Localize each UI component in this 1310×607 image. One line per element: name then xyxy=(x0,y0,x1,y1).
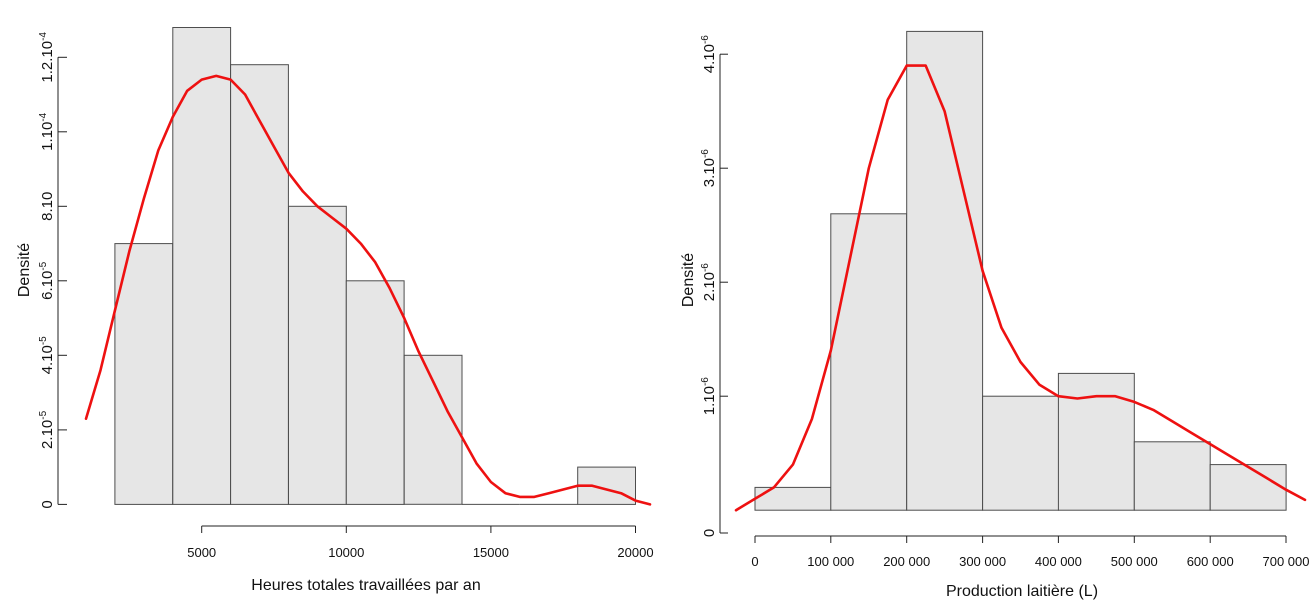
y-axis-title: Densité xyxy=(680,253,697,307)
y-tick-label: 0 xyxy=(39,500,56,508)
histogram-bar xyxy=(1057,372,1135,511)
histogram-bar xyxy=(288,205,347,505)
tick-label-exponent: -6 xyxy=(700,35,711,44)
histogram-bar xyxy=(1133,441,1211,511)
x-tick-label: 300 000 xyxy=(959,554,1006,569)
y-tick-label: 1.10-6 xyxy=(700,377,718,416)
histogram-bar xyxy=(982,395,1060,511)
y-tick-label: 8.10 xyxy=(39,192,56,221)
x-axis: 0 100 000 200 000 300 000 400 000 500 000 600 … xyxy=(751,535,1310,569)
x-tick-label: 700 000 xyxy=(1263,554,1310,569)
x-tick-label: 400 000 xyxy=(1035,554,1082,569)
tick-label-exponent: -5 xyxy=(38,261,49,270)
chart-hours-worked: 5000 10000 15000 20000 0 2.10-5 4.10-5 6.10-5 8… xyxy=(0,0,660,602)
y-tick-label: 4.10-5 xyxy=(38,336,56,375)
tick-label-exponent: -5 xyxy=(38,410,49,419)
tick-label-base: 1.10 xyxy=(701,386,718,415)
x-tick-label: 500 000 xyxy=(1111,554,1158,569)
tick-label-base: 1.10 xyxy=(39,122,56,151)
tick-label-base: 2.10 xyxy=(701,272,718,301)
x-tick-label: 5000 xyxy=(187,545,216,560)
histogram-bar xyxy=(114,243,174,505)
tick-label-exponent: -4 xyxy=(38,112,49,121)
tick-label-base: 4.10 xyxy=(39,345,56,374)
tick-label-base: 1.2.10 xyxy=(39,41,56,83)
x-tick-label: 600 000 xyxy=(1187,554,1234,569)
histogram-bar xyxy=(1209,464,1287,511)
y-tick-label: 4.10-6 xyxy=(700,35,718,74)
histogram-bar xyxy=(345,280,405,505)
density-curve xyxy=(84,74,652,506)
x-tick-label: 15000 xyxy=(473,545,509,560)
chart-milk-production-svg: 0 100 000 200 000 300 000 400 000 500 000 600 … xyxy=(680,30,1310,600)
chart-milk-production: 0 100 000 200 000 300 000 400 000 500 000 600 … xyxy=(662,0,1310,602)
tick-label-base: 6.10 xyxy=(39,271,56,300)
tick-label-base: 4.10 xyxy=(701,44,718,73)
x-axis-title: Production laitière (L) xyxy=(946,583,1098,600)
y-tick-label: 2.10-5 xyxy=(38,410,56,449)
histogram-bar xyxy=(403,354,463,505)
x-axis-title: Heures totales travaillées par an xyxy=(251,577,480,594)
x-tick-label: 200 000 xyxy=(883,554,930,569)
x-tick-label: 0 xyxy=(751,554,758,569)
x-tick-label: 20000 xyxy=(617,545,653,560)
tick-label-exponent: -6 xyxy=(700,263,711,272)
y-tick-label: 0 xyxy=(701,529,718,537)
histogram-bar xyxy=(906,30,984,511)
tick-label-exponent: -6 xyxy=(700,377,711,386)
tick-label-exponent: -5 xyxy=(38,336,49,345)
histogram-bars xyxy=(114,27,637,505)
y-axis: 01.10-62.10-63.10-64.10-6 xyxy=(700,35,728,537)
y-tick-label: 1.10-4 xyxy=(38,112,56,151)
x-tick-label: 10000 xyxy=(328,545,364,560)
tick-label-exponent: -6 xyxy=(700,149,711,158)
histogram-bars xyxy=(754,30,1287,511)
histogram-bar xyxy=(230,64,289,505)
x-tick-label: 100 000 xyxy=(807,554,854,569)
y-tick-label: 1.2.10-4 xyxy=(38,32,56,83)
y-axis: 02.10-54.10-56.10-58.101.10-41.2.10-4 xyxy=(38,32,67,509)
chart-hours-worked-svg: 5000 10000 15000 20000 02.10-54.10-56.10-58… xyxy=(16,27,654,594)
y-tick-label: 3.10-6 xyxy=(700,149,718,188)
x-axis: 5000 10000 15000 20000 xyxy=(187,525,654,560)
y-tick-label: 2.10-6 xyxy=(700,263,718,302)
y-axis-title: Densité xyxy=(16,243,33,297)
histogram-bar xyxy=(172,27,232,505)
histogram-bar xyxy=(830,213,908,511)
y-tick-label: 6.10-5 xyxy=(38,261,56,300)
tick-label-base: 3.10 xyxy=(701,158,718,187)
tick-label-base: 2.10 xyxy=(39,420,56,449)
density-curve xyxy=(734,64,1307,512)
tick-label-exponent: -4 xyxy=(38,32,49,41)
